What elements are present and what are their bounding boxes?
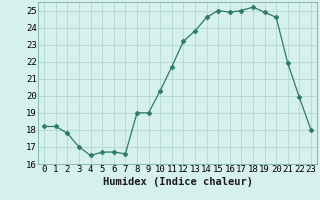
X-axis label: Humidex (Indice chaleur): Humidex (Indice chaleur) (103, 177, 252, 187)
